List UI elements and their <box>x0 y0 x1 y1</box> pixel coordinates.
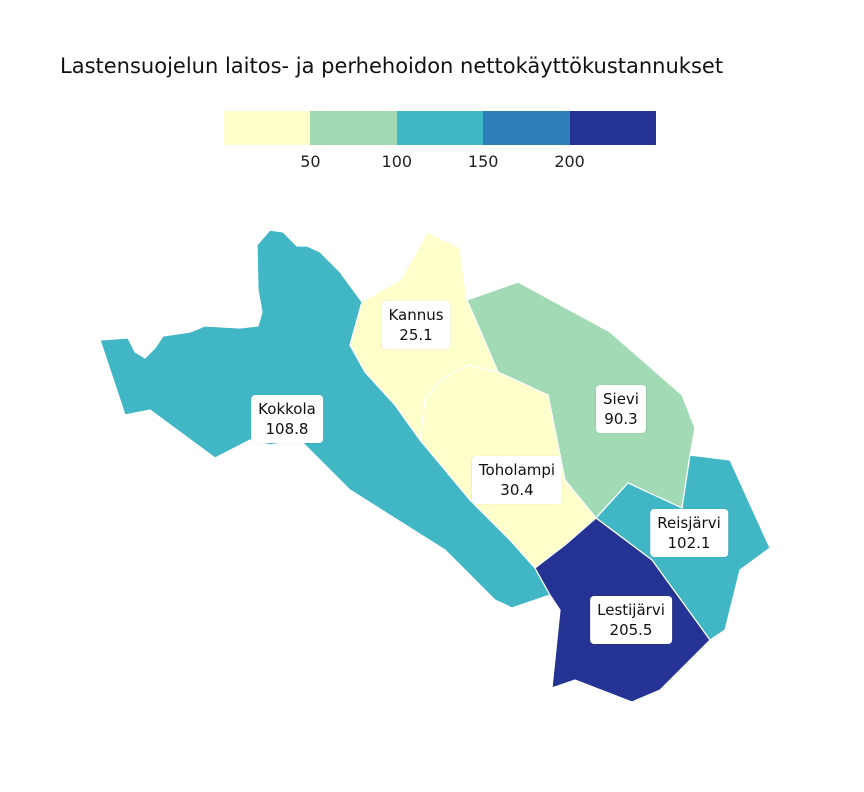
region-label-value: 25.1 <box>399 326 433 344</box>
legend-swatch <box>396 111 484 145</box>
legend-tick: 150 <box>467 152 499 171</box>
region-label-reisjarvi: Reisjärvi 102.1 <box>650 509 728 557</box>
region-label-value: 30.4 <box>500 481 534 499</box>
region-label-name: Toholampi <box>478 461 556 479</box>
color-legend <box>224 111 657 145</box>
legend-ticks: 50 100 150 200 <box>224 152 656 174</box>
legend-swatch <box>310 111 397 145</box>
legend-swatch <box>224 111 311 145</box>
legend-tick: 50 <box>300 152 321 171</box>
region-label-value: 205.5 <box>609 621 653 639</box>
region-label-value: 90.3 <box>604 410 638 428</box>
legend-swatch <box>483 111 570 145</box>
region-label-name: Reisjärvi <box>657 514 721 532</box>
region-label-name: Sievi <box>603 390 639 408</box>
region-label-kokkola: Kokkola 108.8 <box>251 395 323 443</box>
region-label-name: Lestijärvi <box>597 601 665 619</box>
legend-tick: 200 <box>554 152 585 171</box>
region-label-value: 108.8 <box>265 420 309 438</box>
region-label-name: Kannus <box>388 306 444 324</box>
legend-tick: 100 <box>381 152 413 171</box>
region-label-toholampi: Toholampi 30.4 <box>471 456 563 504</box>
legend-swatch <box>569 111 657 145</box>
region-label-name: Kokkola <box>258 400 316 418</box>
region-label-kannus: Kannus 25.1 <box>381 301 451 349</box>
region-label-lestijarvi: Lestijärvi 205.5 <box>590 596 672 644</box>
map-title: Lastensuojelun laitos- ja perhehoidon ne… <box>60 54 724 78</box>
region-label-value: 102.1 <box>667 534 711 552</box>
region-label-sievi: Sievi 90.3 <box>596 385 646 433</box>
